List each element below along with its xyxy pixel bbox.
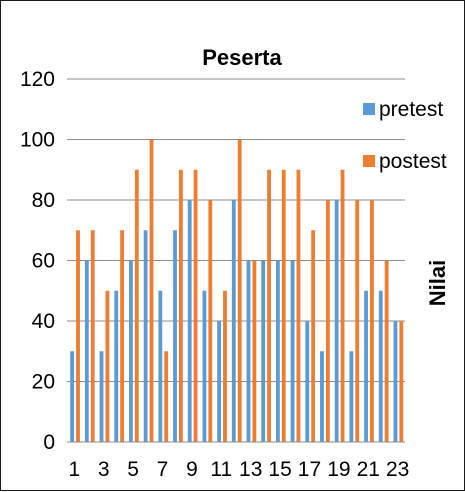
chart-title: Peserta: [202, 45, 282, 70]
bar-postest: [325, 200, 330, 442]
bar-postest: [355, 200, 360, 442]
y-tick-label: 100: [20, 129, 55, 152]
bar-postest: [384, 260, 389, 442]
bar-postest: [296, 169, 301, 442]
bar-postest: [399, 321, 404, 442]
x-tick-label: 5: [127, 458, 139, 481]
bar-postest: [370, 200, 374, 442]
bar-pretest: [290, 260, 295, 442]
bar-pretest: [231, 200, 236, 442]
y-tick-label: 40: [32, 310, 55, 333]
bar-pretest: [261, 260, 266, 442]
x-tick-label: 9: [186, 458, 198, 481]
x-tick-label: 13: [239, 458, 262, 481]
x-tick-label: 21: [357, 458, 380, 481]
bar-postest: [178, 169, 183, 442]
y-tick-label: 20: [32, 371, 55, 394]
bar-pretest: [320, 351, 324, 442]
bar-pretest: [349, 351, 354, 442]
bar-pretest: [187, 200, 192, 442]
bar-pretest: [99, 351, 104, 442]
x-tick-label: 15: [268, 458, 291, 481]
bar-pretest: [246, 260, 251, 442]
legend-label-postest: postest: [379, 150, 447, 173]
y-tick-label: 0: [43, 431, 55, 454]
legend-swatch-pretest: [363, 103, 375, 115]
y-tick-label: 60: [32, 250, 55, 273]
bar-pretest: [129, 260, 133, 442]
x-tick-label: 7: [157, 458, 169, 481]
y-axis-title: Nilai: [425, 260, 450, 306]
bar-postest: [340, 169, 345, 442]
bar-postest: [208, 200, 213, 442]
bar-postest: [105, 290, 110, 442]
bar-postest: [164, 351, 169, 442]
y-tick-label: 80: [32, 189, 55, 212]
bar-pretest: [143, 230, 148, 442]
bar-postest: [311, 230, 316, 442]
bar-pretest: [84, 260, 89, 442]
x-tick-label: 17: [298, 458, 321, 481]
bar-pretest: [275, 260, 280, 442]
bar-pretest: [202, 290, 207, 442]
x-tick-label: 19: [327, 458, 350, 481]
bar-pretest: [393, 321, 398, 442]
bar-pretest: [114, 290, 119, 442]
y-tick-label: 120: [20, 68, 55, 91]
legend: pretest postest: [363, 98, 447, 173]
bar-pretest: [70, 351, 75, 442]
bar-pretest: [158, 290, 163, 442]
bar-pretest: [334, 200, 339, 442]
bar-postest: [281, 169, 286, 442]
legend-swatch-postest: [363, 155, 375, 167]
x-tick-label: 11: [210, 458, 232, 481]
x-tick-label: 23: [386, 458, 409, 481]
bars: [70, 139, 404, 442]
bar-postest: [223, 290, 227, 442]
bar-postest: [237, 139, 242, 442]
bar-postest: [149, 139, 154, 442]
bar-pretest: [173, 230, 177, 442]
bar-pretest: [364, 290, 368, 442]
legend-label-pretest: pretest: [379, 98, 443, 121]
bar-pretest: [378, 290, 383, 442]
x-tick-label: 1: [69, 458, 81, 481]
bar-postest: [120, 230, 125, 442]
bar-postest: [252, 260, 257, 442]
bar-postest: [90, 230, 95, 442]
bar-pretest: [217, 321, 222, 442]
bar-postest: [267, 169, 271, 442]
bar-postest: [193, 169, 198, 442]
bar-postest: [134, 169, 139, 442]
x-tick-label: 3: [98, 458, 110, 481]
bar-postest: [76, 230, 80, 442]
bar-pretest: [305, 321, 310, 442]
